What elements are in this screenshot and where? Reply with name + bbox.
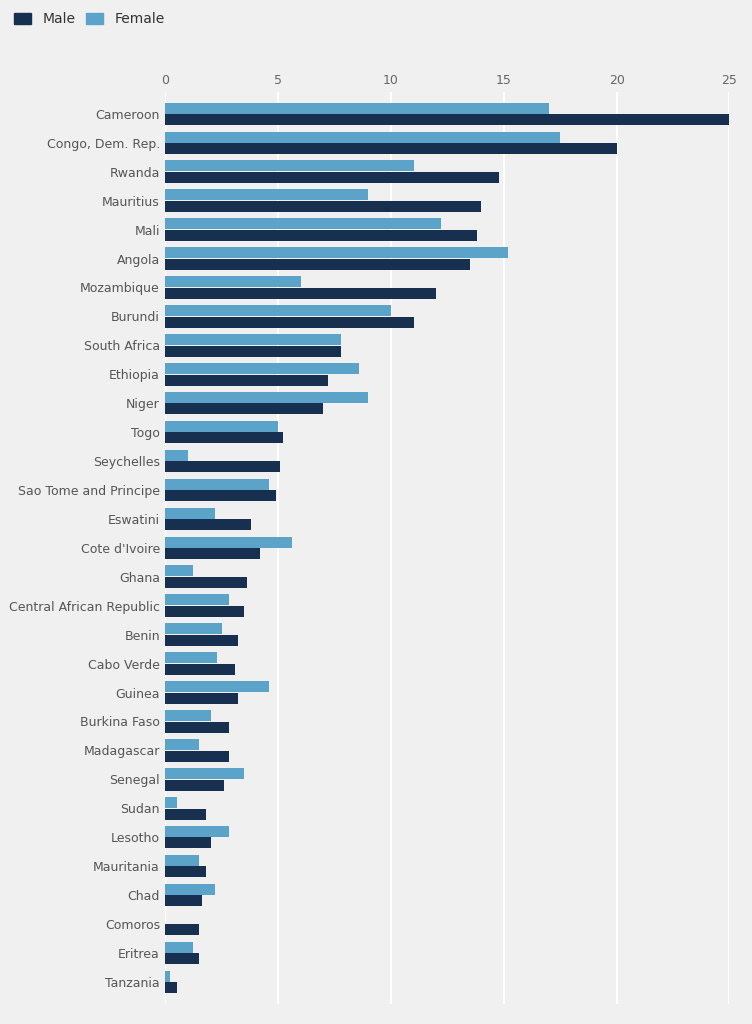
Bar	[165, 895, 202, 906]
Bar	[165, 346, 341, 356]
Bar	[165, 508, 215, 518]
Bar	[165, 375, 328, 385]
Bar	[165, 953, 199, 965]
Bar	[165, 652, 217, 664]
Bar	[165, 635, 238, 646]
Bar	[165, 548, 260, 559]
Bar	[165, 565, 193, 577]
Bar	[165, 971, 170, 982]
Bar	[165, 276, 301, 287]
Bar	[165, 982, 177, 993]
Bar	[165, 114, 729, 125]
Bar	[165, 102, 549, 114]
Bar	[165, 421, 278, 432]
Bar	[165, 624, 222, 634]
Bar	[165, 606, 244, 617]
Bar	[165, 161, 414, 171]
Bar	[165, 201, 481, 212]
Bar	[165, 537, 292, 548]
Bar	[165, 334, 341, 345]
Bar	[165, 681, 269, 692]
Bar	[165, 450, 188, 461]
Bar	[165, 362, 359, 374]
Bar	[165, 259, 470, 269]
Bar	[165, 172, 499, 183]
Bar	[165, 392, 368, 402]
Bar	[165, 866, 206, 878]
Bar	[165, 779, 224, 791]
Bar	[165, 942, 193, 952]
Bar	[165, 751, 229, 762]
Bar	[165, 462, 280, 472]
Bar	[165, 664, 235, 675]
Bar	[165, 478, 269, 489]
Bar	[165, 143, 617, 154]
Bar	[165, 809, 206, 819]
Bar	[165, 826, 229, 837]
Bar	[165, 838, 211, 849]
Bar	[165, 131, 560, 142]
Bar	[165, 797, 177, 808]
Bar	[165, 403, 323, 415]
Legend: Male, Female: Male, Female	[14, 12, 165, 26]
Bar	[165, 247, 508, 258]
Bar	[165, 316, 414, 328]
Bar	[165, 218, 441, 229]
Bar	[165, 768, 244, 779]
Bar	[165, 855, 199, 866]
Bar	[165, 305, 391, 316]
Bar	[165, 739, 199, 750]
Bar	[165, 693, 238, 703]
Bar	[165, 925, 199, 935]
Bar	[165, 594, 229, 605]
Bar	[165, 578, 247, 588]
Bar	[165, 711, 211, 721]
Bar	[165, 432, 283, 443]
Bar	[165, 229, 477, 241]
Bar	[165, 189, 368, 201]
Bar	[165, 288, 436, 299]
Bar	[165, 722, 229, 733]
Bar	[165, 490, 276, 502]
Bar	[165, 884, 215, 895]
Bar	[165, 519, 251, 530]
